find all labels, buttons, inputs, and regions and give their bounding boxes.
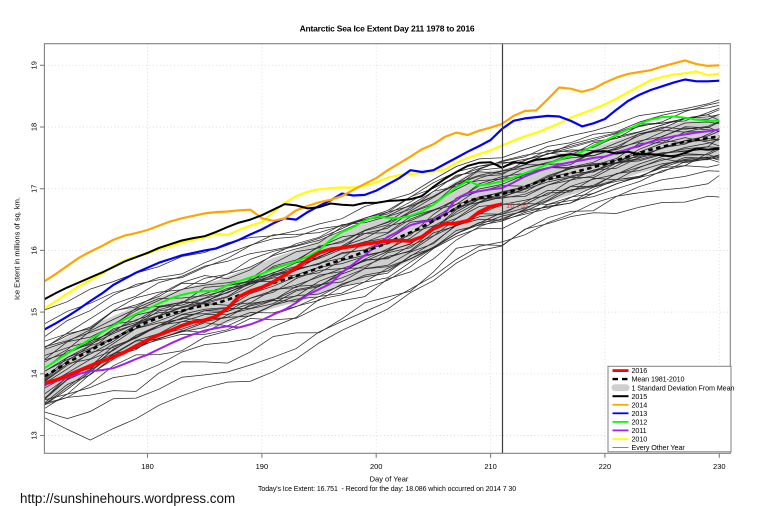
- svg-text:1 Standard Deviation From Mean: 1 Standard Deviation From Mean: [632, 383, 735, 392]
- svg-text:15: 15: [30, 308, 39, 316]
- svg-text:16: 16: [30, 246, 39, 254]
- svg-text:Antarctic Sea Ice Extent Day 2: Antarctic Sea Ice Extent Day 211 1978 to…: [300, 24, 475, 34]
- svg-text:2013: 2013: [632, 409, 648, 418]
- svg-text:2012: 2012: [632, 418, 648, 427]
- svg-text:2016: 2016: [632, 366, 648, 375]
- svg-text:16.751: 16.751: [506, 201, 529, 210]
- svg-text:14: 14: [30, 370, 39, 378]
- svg-text:210: 210: [484, 462, 497, 471]
- svg-text:2011: 2011: [632, 426, 647, 435]
- svg-text:17: 17: [30, 185, 39, 193]
- svg-text:2014: 2014: [632, 400, 648, 409]
- svg-text:230: 230: [713, 462, 726, 471]
- svg-text:Every Other Year: Every Other Year: [632, 443, 686, 452]
- svg-text:18: 18: [30, 123, 39, 131]
- svg-text:Ice Extent in millions of sq.: Ice Extent in millions of sq. km.: [13, 197, 22, 300]
- svg-text:2015: 2015: [632, 392, 648, 401]
- svg-text:220: 220: [599, 462, 612, 471]
- svg-text:19: 19: [30, 61, 39, 69]
- svg-text:13: 13: [30, 431, 39, 439]
- svg-text:Day of Year: Day of Year: [370, 475, 409, 484]
- svg-text:Today's Ice Extent: 16.751 -: Today's Ice Extent: 16.751 - Record for …: [258, 486, 516, 493]
- svg-text:2010: 2010: [632, 435, 648, 444]
- svg-text:http://sunshinehours.wordpress: http://sunshinehours.wordpress.com: [20, 491, 235, 506]
- svg-text:Mean 1981-2010: Mean 1981-2010: [632, 375, 685, 384]
- svg-text:180: 180: [141, 462, 154, 471]
- svg-text:200: 200: [370, 462, 383, 471]
- svg-text:190: 190: [256, 462, 269, 471]
